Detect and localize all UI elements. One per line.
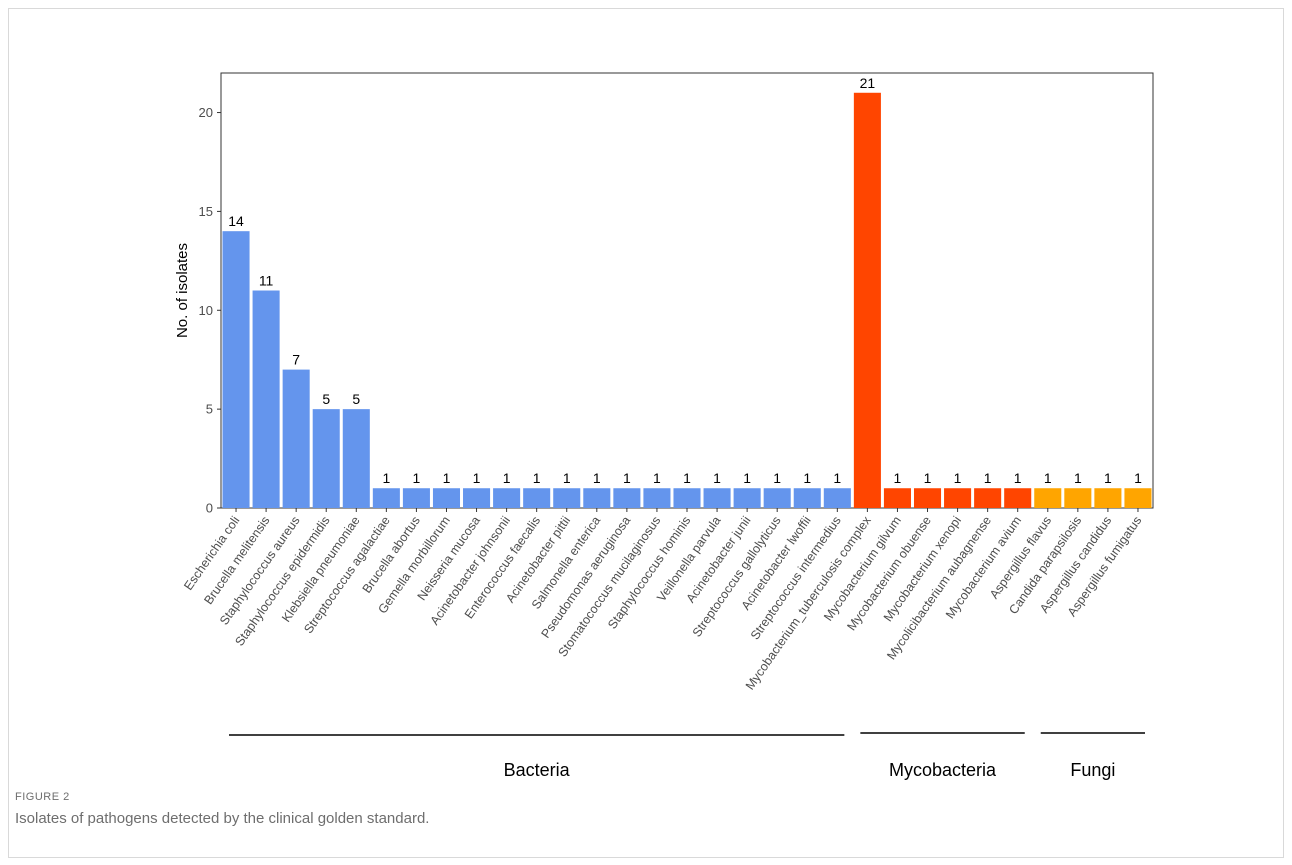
bar: [974, 488, 1002, 508]
y-tick-label: 5: [206, 402, 213, 417]
group-label: Fungi: [1070, 760, 1115, 780]
group-label: Mycobacteria: [889, 760, 997, 780]
bar-value-label: 1: [593, 470, 601, 486]
bar-value-label: 1: [683, 470, 691, 486]
bar-value-label: 1: [1134, 470, 1142, 486]
bar: [643, 488, 671, 508]
bar: [402, 488, 430, 508]
bar-value-label: 1: [954, 470, 962, 486]
bar-value-label: 1: [1074, 470, 1082, 486]
y-axis-label: No. of isolates: [174, 243, 191, 338]
bar-value-label: 1: [653, 470, 661, 486]
bar-value-label: 5: [352, 391, 360, 407]
bar-value-label: 1: [1104, 470, 1112, 486]
bar-value-label: 5: [322, 391, 330, 407]
bar-value-label: 1: [894, 470, 902, 486]
bar-value-label: 1: [503, 470, 511, 486]
bar-value-label: 1: [833, 470, 841, 486]
bar-value-label: 1: [533, 470, 541, 486]
group-label: Bacteria: [504, 760, 571, 780]
bar-value-label: 7: [292, 352, 300, 368]
bar-value-label: 1: [924, 470, 932, 486]
bar: [583, 488, 611, 508]
bar: [763, 488, 791, 508]
y-tick-label: 20: [199, 105, 213, 120]
bar-value-label: 1: [413, 470, 421, 486]
bar: [312, 409, 340, 508]
bar: [853, 92, 881, 508]
bar: [372, 488, 400, 508]
bar: [553, 488, 581, 508]
bar-value-label: 1: [803, 470, 811, 486]
y-tick-label: 0: [206, 501, 213, 516]
bar: [793, 488, 821, 508]
bar: [493, 488, 521, 508]
bar: [1124, 488, 1152, 508]
bar-value-label: 1: [984, 470, 992, 486]
bar-value-label: 1: [623, 470, 631, 486]
bar-value-label: 1: [563, 470, 571, 486]
bar: [252, 290, 280, 508]
bar: [613, 488, 641, 508]
bar: [463, 488, 491, 508]
bar-value-label: 14: [228, 213, 244, 229]
bar: [1094, 488, 1122, 508]
bar: [282, 369, 310, 508]
bar-value-label: 1: [1044, 470, 1052, 486]
bar-value-label: 1: [713, 470, 721, 486]
bar-value-label: 21: [860, 75, 876, 91]
bar: [1034, 488, 1062, 508]
figure-frame: [8, 8, 1284, 858]
bar: [432, 488, 461, 508]
bar-value-label: 1: [382, 470, 390, 486]
bar: [944, 488, 972, 508]
bar-value-label: 1: [1014, 470, 1022, 486]
bar-value-label: 1: [443, 470, 451, 486]
figure-label: FIGURE 2: [15, 791, 70, 803]
bar: [913, 488, 942, 508]
bar-value-label: 1: [743, 470, 751, 486]
bar: [342, 409, 370, 508]
bar: [222, 231, 250, 508]
bar: [673, 488, 701, 508]
bar-value-label: 1: [773, 470, 781, 486]
bar: [523, 488, 551, 508]
bar: [703, 488, 731, 508]
figure-caption: Isolates of pathogens detected by the cl…: [15, 810, 430, 827]
y-tick-label: 10: [199, 303, 213, 318]
bar: [883, 488, 911, 508]
bar: [823, 488, 851, 508]
bar: [733, 488, 761, 508]
bar-value-label: 1: [473, 470, 481, 486]
bar: [1004, 488, 1032, 508]
bar: [1064, 488, 1092, 508]
y-tick-label: 15: [199, 204, 213, 219]
bar-value-label: 11: [259, 273, 274, 289]
